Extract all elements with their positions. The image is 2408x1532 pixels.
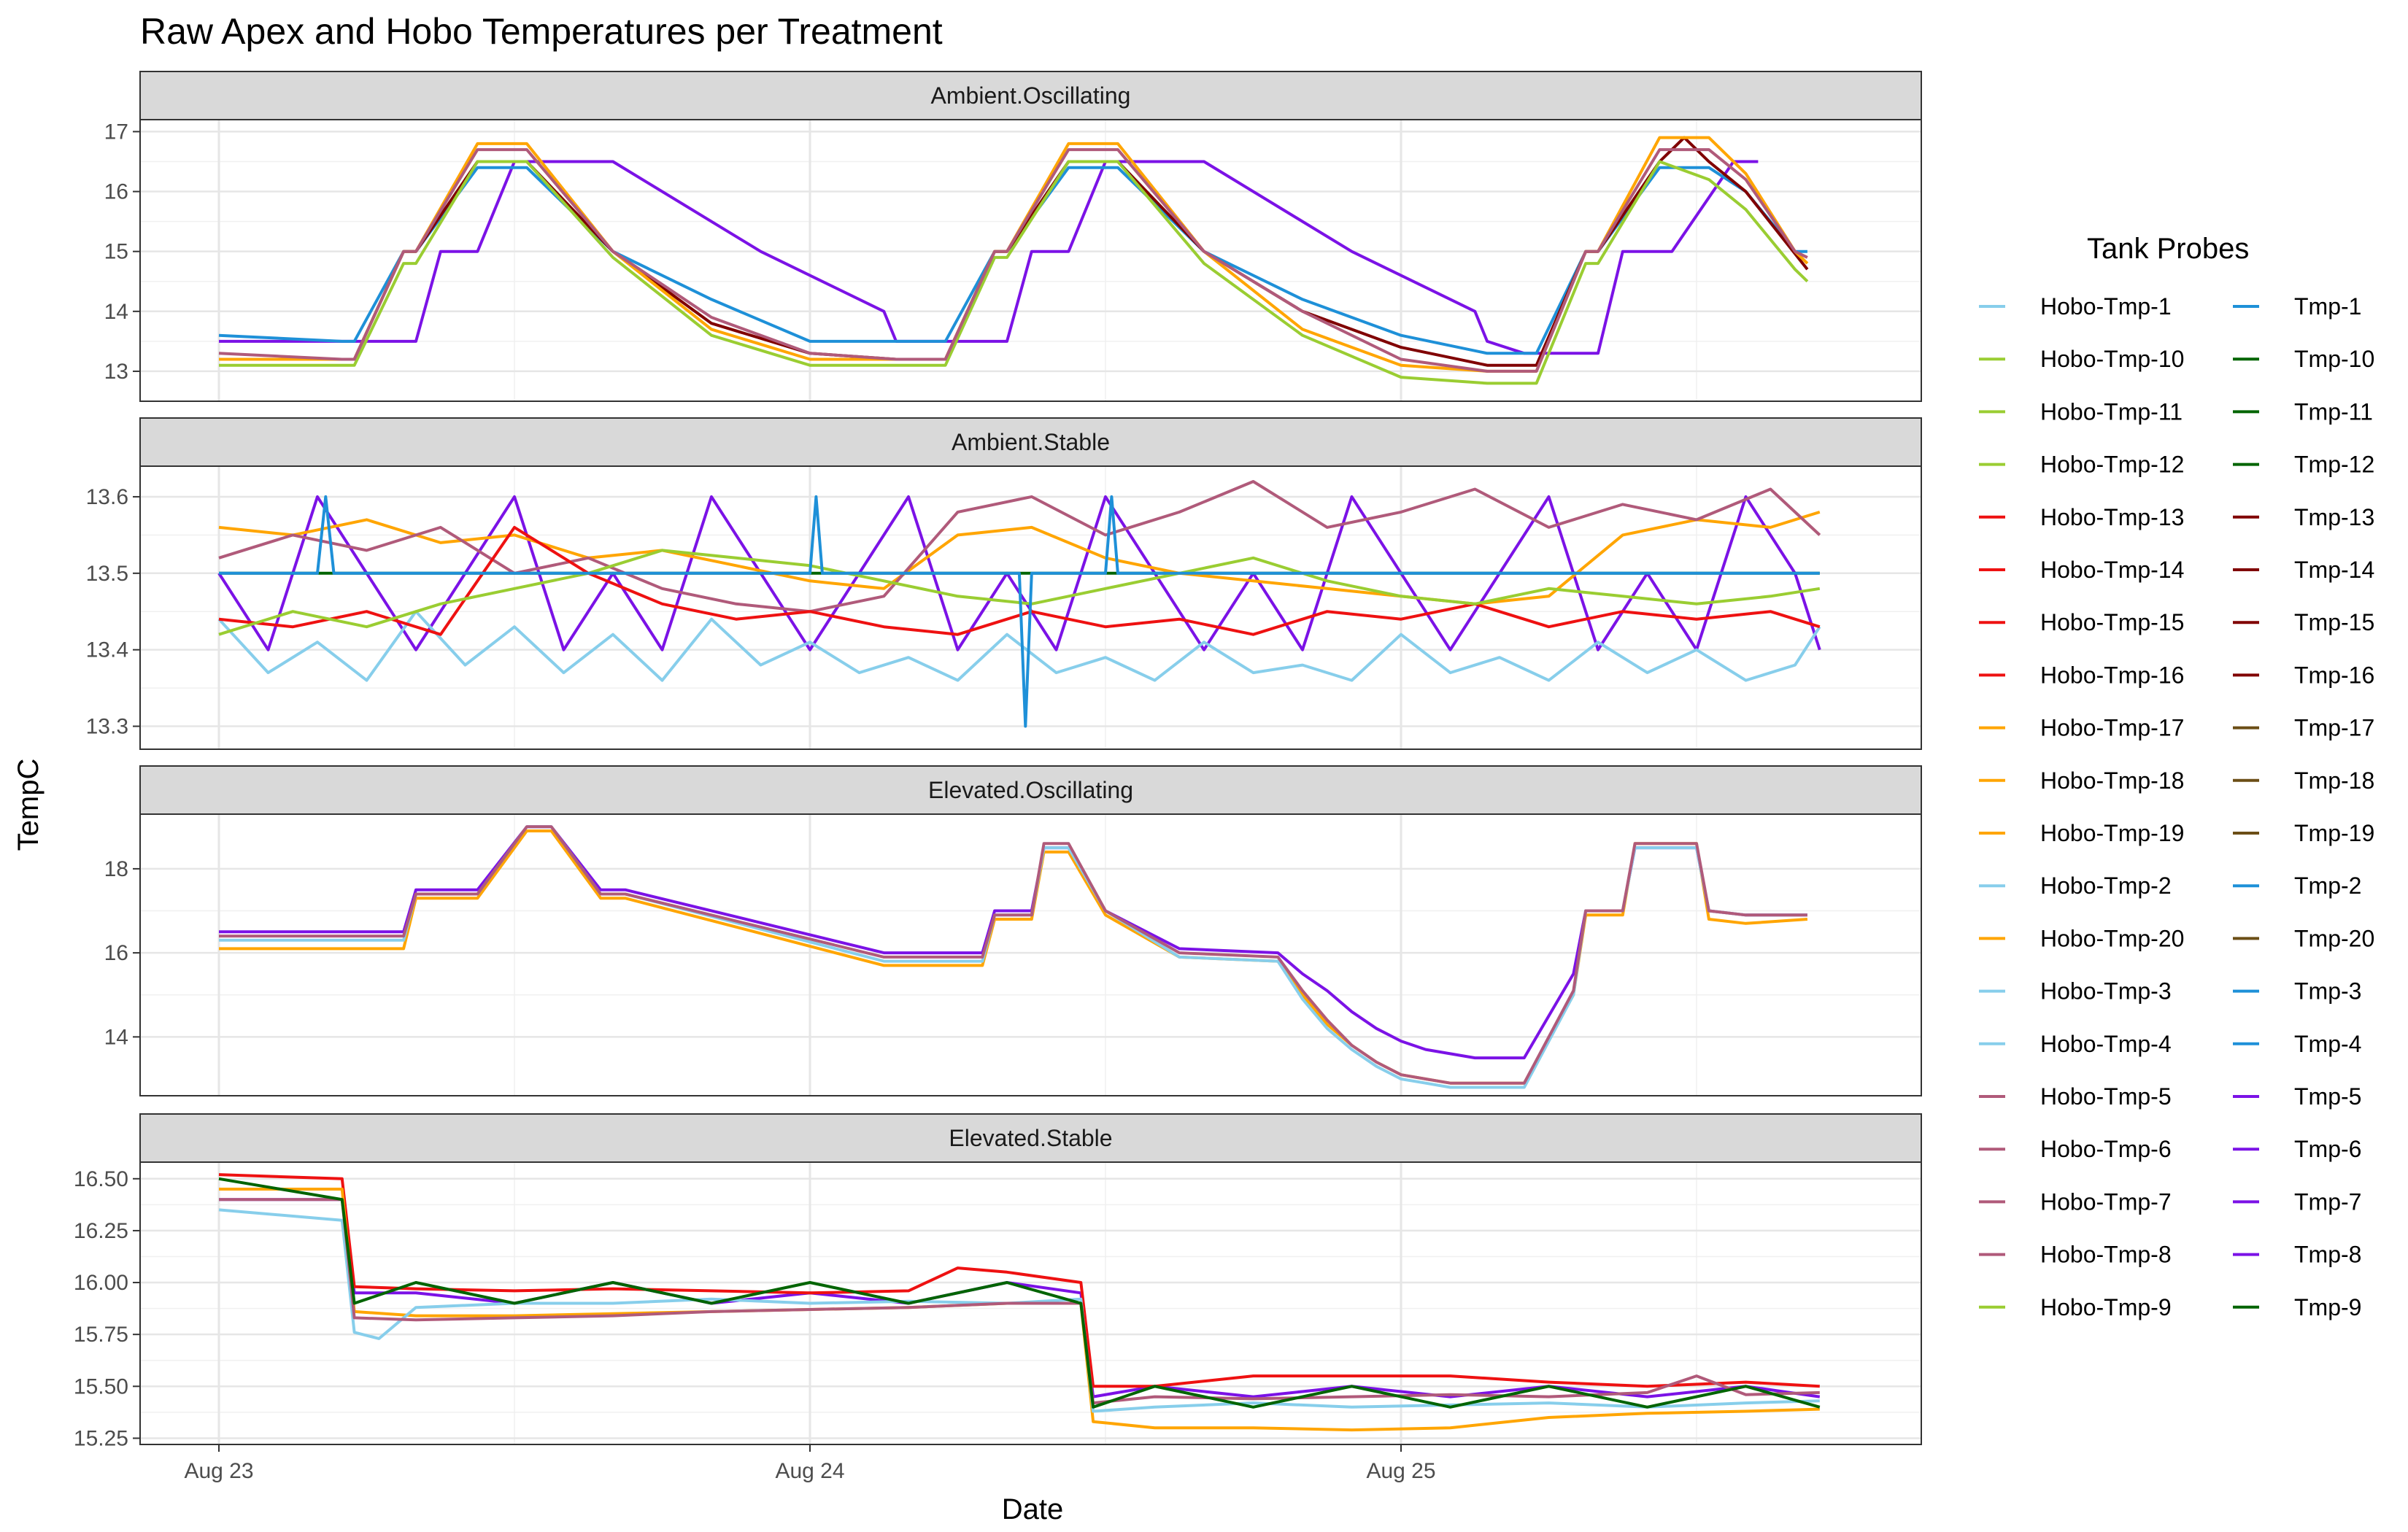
legend-label: Hobo-Tmp-10 xyxy=(2040,346,2184,372)
legend-label: Hobo-Tmp-15 xyxy=(2040,609,2184,635)
legend-label: Hobo-Tmp-14 xyxy=(2040,557,2184,583)
legend-label: Hobo-Tmp-13 xyxy=(2040,504,2184,530)
legend-label: Tmp-9 xyxy=(2294,1294,2361,1320)
y-tick-label: 16 xyxy=(104,941,128,965)
series-line xyxy=(218,1177,1821,1409)
legend-label: Hobo-Tmp-5 xyxy=(2040,1083,2172,1110)
legend-label: Tmp-1 xyxy=(2294,293,2361,320)
legend-label: Tmp-14 xyxy=(2294,557,2374,583)
legend-label: Tmp-10 xyxy=(2294,346,2374,372)
series-line xyxy=(219,160,1759,355)
facet-panel: Ambient.Oscillating 13 14 15 16 17 xyxy=(104,71,1922,402)
legend-label: Hobo-Tmp-12 xyxy=(2040,452,2184,478)
panel-border xyxy=(139,119,1922,402)
facet-panel: Elevated.Stable 15.25 15.50 15.75 16.00 16.25… xyxy=(74,1113,1922,1450)
legend-label: Hobo-Tmp-18 xyxy=(2040,767,2184,794)
y-tick-label: 18 xyxy=(104,857,128,881)
y-tick-label: 16.25 xyxy=(74,1219,128,1243)
legend-label: Tmp-7 xyxy=(2294,1188,2361,1215)
facet-panel: Ambient.Stable 13.3 13.4 13.5 13.6 xyxy=(86,417,1922,750)
series-line xyxy=(218,148,1808,373)
legend-label: Hobo-Tmp-20 xyxy=(2040,925,2184,951)
legend-label: Hobo-Tmp-7 xyxy=(2040,1188,2172,1215)
x-axis-title: Date xyxy=(1002,1493,1064,1525)
series-line xyxy=(217,610,1821,682)
legend-label: Hobo-Tmp-17 xyxy=(2040,715,2184,741)
y-tick-label: 15.75 xyxy=(74,1323,128,1347)
panel-border xyxy=(139,1161,1922,1445)
legend-label: Hobo-Tmp-3 xyxy=(2040,978,2172,1005)
legend-label: Tmp-20 xyxy=(2294,925,2374,951)
legend-label: Tmp-12 xyxy=(2294,452,2374,478)
legend-label: Hobo-Tmp-8 xyxy=(2040,1242,2172,1268)
legend-label: Hobo-Tmp-1 xyxy=(2040,293,2172,320)
legend: Tank Probes Hobo-Tmp-1 Hobo-Tmp-10 Hobo-Tm… xyxy=(1979,233,2374,1320)
facet-strip-label: Elevated.Stable xyxy=(949,1125,1112,1151)
facet-strip-label: Ambient.Stable xyxy=(952,429,1110,455)
x-tick-label: Aug 23 xyxy=(184,1459,253,1483)
y-tick-label: 13.4 xyxy=(86,638,128,662)
x-tick-label: Aug 24 xyxy=(775,1459,844,1483)
y-tick-label: 16.00 xyxy=(74,1271,128,1295)
legend-label: Tmp-19 xyxy=(2294,820,2374,846)
x-tick-label: Aug 25 xyxy=(1366,1459,1435,1483)
facet-strip xyxy=(139,71,1922,120)
y-tick-label: 13.5 xyxy=(86,562,128,586)
panel-border xyxy=(139,465,1922,750)
legend-label: Hobo-Tmp-11 xyxy=(2040,398,2183,425)
facet-strip xyxy=(139,1113,1922,1163)
legend-label: Tmp-2 xyxy=(2294,873,2361,899)
legend-label: Tmp-13 xyxy=(2294,504,2374,530)
legend-label: Hobo-Tmp-6 xyxy=(2040,1136,2172,1162)
chart-title: Raw Apex and Hobo Temperatures per Treat… xyxy=(140,11,943,52)
y-tick-label: 15.25 xyxy=(74,1426,128,1450)
legend-title: Tank Probes xyxy=(2087,233,2249,265)
series-line xyxy=(218,510,1821,606)
y-tick-label: 13 xyxy=(104,360,128,384)
panel-border xyxy=(139,813,1922,1096)
y-axis-title: TempC xyxy=(12,759,45,851)
panel-background xyxy=(140,814,1921,1096)
series-line xyxy=(219,825,1807,1085)
x-axis: Aug 23 Aug 24 Aug 25 xyxy=(184,1444,1436,1483)
series-line xyxy=(218,525,1821,636)
legend-label: Hobo-Tmp-9 xyxy=(2040,1294,2172,1320)
y-tick-label: 16.50 xyxy=(74,1167,128,1191)
y-tick-label: 14 xyxy=(104,1025,128,1049)
series-line xyxy=(219,495,1820,728)
y-tick-label: 16 xyxy=(104,180,128,204)
series-line xyxy=(219,1198,1821,1398)
legend-label: Tmp-18 xyxy=(2294,767,2374,794)
series-line xyxy=(218,480,1821,614)
y-tick-label: 13.3 xyxy=(86,715,128,739)
legend-label: Hobo-Tmp-2 xyxy=(2040,873,2172,899)
legend-label: Tmp-16 xyxy=(2294,662,2374,688)
legend-label: Tmp-11 xyxy=(2294,398,2373,425)
series-line xyxy=(219,160,1809,385)
legend-label: Tmp-17 xyxy=(2294,715,2374,741)
legend-label: Tmp-5 xyxy=(2294,1083,2361,1110)
panels: Ambient.Oscillating 13 14 15 16 17 Ambient.Sta… xyxy=(74,71,1922,1450)
legend-label: Tmp-8 xyxy=(2294,1242,2361,1268)
legend-label: Tmp-15 xyxy=(2294,609,2374,635)
facet-panel: Elevated.Oscillating 14 16 18 xyxy=(104,765,1922,1096)
legend-label: Hobo-Tmp-19 xyxy=(2040,820,2184,846)
legend-label: Hobo-Tmp-4 xyxy=(2040,1031,2172,1057)
facet-strip-label: Elevated.Oscillating xyxy=(928,777,1133,803)
y-tick-label: 17 xyxy=(104,120,128,144)
y-tick-label: 15 xyxy=(104,240,128,264)
legend-label: Hobo-Tmp-16 xyxy=(2040,662,2184,688)
legend-label: Tmp-6 xyxy=(2294,1136,2361,1162)
y-tick-label: 14 xyxy=(104,300,128,324)
legend-label: Tmp-4 xyxy=(2294,1031,2361,1057)
facet-strip-label: Ambient.Oscillating xyxy=(931,82,1131,109)
y-tick-label: 15.50 xyxy=(74,1374,128,1398)
y-tick-label: 13.6 xyxy=(86,485,128,509)
legend-label: Tmp-3 xyxy=(2294,978,2361,1005)
